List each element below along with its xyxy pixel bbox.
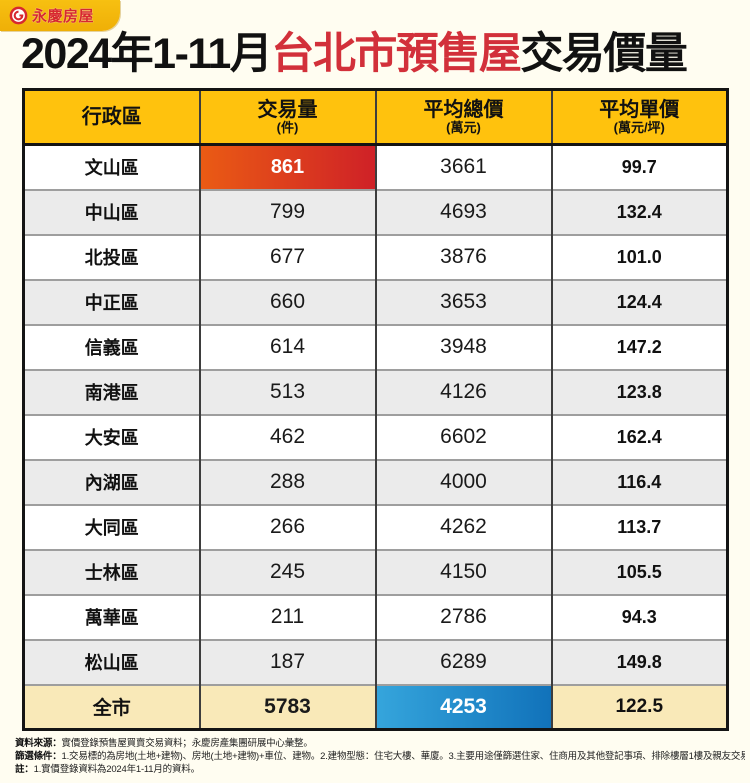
cell-avg-total: 4126 bbox=[374, 368, 552, 415]
district-price-table: 行政區 交易量 (件) 平均總價 (萬元) 平均單價 (萬元/坪) 文山區 861 3… bbox=[22, 88, 729, 731]
cell-avg-unit: 162.4 bbox=[550, 413, 728, 460]
header-avg-total: 平均總價 (萬元) bbox=[374, 88, 552, 146]
cell-avg-total: 4150 bbox=[374, 548, 552, 595]
page-title: 2024年1-11月台北市預售屋交易價量 bbox=[21, 28, 731, 80]
cell-avg-unit: 147.2 bbox=[550, 323, 728, 370]
table-total-row: 全市 5783 4253 122.5 bbox=[22, 683, 728, 730]
header-district: 行政區 bbox=[22, 88, 200, 146]
total-volume: 5783 bbox=[198, 683, 376, 730]
cell-volume: 288 bbox=[198, 458, 376, 505]
cell-volume: 513 bbox=[198, 368, 376, 415]
cell-district: 萬華區 bbox=[22, 593, 200, 640]
header-avg-unit: 平均單價 (萬元/坪) bbox=[550, 88, 728, 146]
cell-avg-total: 3653 bbox=[374, 278, 552, 325]
header-volume: 交易量 (件) bbox=[198, 88, 376, 146]
footnote-filter: 篩選條件：1.交易標的為房地(土地+建物)、房地(土地+建物)+車位、建物。2.… bbox=[15, 751, 745, 762]
cell-avg-unit: 113.7 bbox=[550, 503, 728, 550]
cell-district: 南港區 bbox=[22, 368, 200, 415]
total-district: 全市 bbox=[22, 683, 200, 730]
title-suffix: 交易價量 bbox=[520, 30, 688, 78]
brand-badge: 永慶房屋 bbox=[0, 0, 120, 31]
cell-avg-unit: 132.4 bbox=[550, 188, 728, 235]
cell-volume: 187 bbox=[198, 638, 376, 685]
cell-district: 北投區 bbox=[22, 233, 200, 280]
cell-district: 中正區 bbox=[22, 278, 200, 325]
table-row: 文山區 861 3661 99.7 bbox=[22, 143, 728, 190]
table-row: 內湖區 288 4000 116.4 bbox=[22, 458, 728, 505]
cell-avg-total: 4693 bbox=[374, 188, 552, 235]
cell-avg-total: 6602 bbox=[374, 413, 552, 460]
table-row: 萬華區 211 2786 94.3 bbox=[22, 593, 728, 640]
cell-district: 大同區 bbox=[22, 503, 200, 550]
table-row: 大同區 266 4262 113.7 bbox=[22, 503, 728, 550]
table-row: 信義區 614 3948 147.2 bbox=[22, 323, 728, 370]
cell-volume-highlighted: 861 bbox=[198, 143, 376, 190]
cell-avg-unit: 116.4 bbox=[550, 458, 728, 505]
table-row: 松山區 187 6289 149.8 bbox=[22, 638, 728, 685]
total-avg-unit: 122.5 bbox=[550, 683, 728, 730]
table-row: 中正區 660 3653 124.4 bbox=[22, 278, 728, 325]
cell-volume: 462 bbox=[198, 413, 376, 460]
total-avg-total-highlighted: 4253 bbox=[374, 683, 552, 730]
table-row: 南港區 513 4126 123.8 bbox=[22, 368, 728, 415]
cell-avg-unit: 124.4 bbox=[550, 278, 728, 325]
cell-volume: 266 bbox=[198, 503, 376, 550]
cell-avg-unit: 123.8 bbox=[550, 368, 728, 415]
cell-avg-total: 3876 bbox=[374, 233, 552, 280]
footnotes: 資料來源：實價登錄預售屋買賣交易資料；永慶房產集團研展中心彙整。 篩選條件：1.… bbox=[15, 737, 745, 776]
cell-district: 大安區 bbox=[22, 413, 200, 460]
title-prefix: 2024年1-11月 bbox=[21, 30, 273, 78]
table-row: 北投區 677 3876 101.0 bbox=[22, 233, 728, 280]
cell-avg-unit: 105.5 bbox=[550, 548, 728, 595]
footnote-source: 資料來源：實價登錄預售屋買賣交易資料；永慶房產集團研展中心彙整。 bbox=[15, 738, 313, 749]
table-row: 士林區 245 4150 105.5 bbox=[22, 548, 728, 595]
cell-district: 信義區 bbox=[22, 323, 200, 370]
cell-avg-total: 2786 bbox=[374, 593, 552, 640]
brand-name: 永慶房屋 bbox=[32, 8, 95, 25]
cell-avg-total: 6289 bbox=[374, 638, 552, 685]
yungching-ring-icon bbox=[9, 6, 28, 25]
cell-volume: 211 bbox=[198, 593, 376, 640]
cell-avg-unit: 149.8 bbox=[550, 638, 728, 685]
cell-avg-total: 3948 bbox=[374, 323, 552, 370]
cell-volume: 677 bbox=[198, 233, 376, 280]
cell-district: 松山區 bbox=[22, 638, 200, 685]
cell-district: 中山區 bbox=[22, 188, 200, 235]
cell-district: 內湖區 bbox=[22, 458, 200, 505]
table-row: 大安區 462 6602 162.4 bbox=[22, 413, 728, 460]
cell-avg-total: 3661 bbox=[374, 143, 552, 190]
cell-avg-total: 4000 bbox=[374, 458, 552, 505]
cell-avg-unit: 101.0 bbox=[550, 233, 728, 280]
table-header: 行政區 交易量 (件) 平均總價 (萬元) 平均單價 (萬元/坪) bbox=[22, 88, 728, 146]
title-highlight: 台北市預售屋 bbox=[271, 30, 522, 78]
cell-volume: 660 bbox=[198, 278, 376, 325]
cell-district: 文山區 bbox=[22, 143, 200, 190]
cell-volume: 799 bbox=[198, 188, 376, 235]
table-row: 中山區 799 4693 132.4 bbox=[22, 188, 728, 235]
cell-district: 士林區 bbox=[22, 548, 200, 595]
cell-volume: 614 bbox=[198, 323, 376, 370]
cell-volume: 245 bbox=[198, 548, 376, 595]
cell-avg-unit: 99.7 bbox=[550, 143, 728, 190]
cell-avg-unit: 94.3 bbox=[550, 593, 728, 640]
cell-avg-total: 4262 bbox=[374, 503, 552, 550]
footnote-note: 註：1.實價登錄資料為2024年1-11月的資料。 bbox=[15, 764, 200, 775]
